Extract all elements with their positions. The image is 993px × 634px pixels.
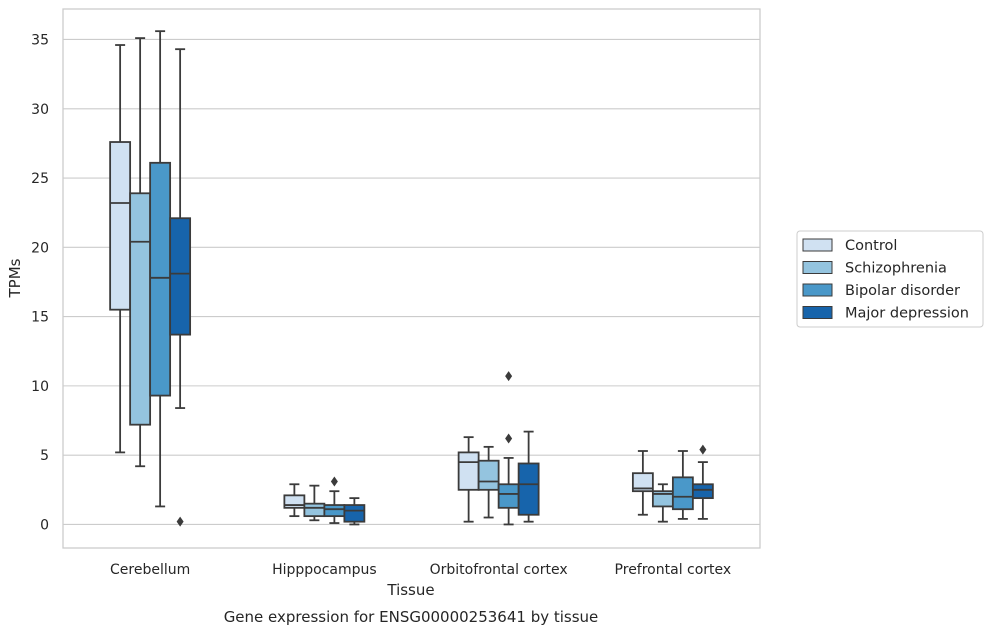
box-major-depression bbox=[517, 430, 540, 523]
legend: Control Schizophrenia Bipolar disorder Majo… bbox=[796, 230, 984, 328]
box-iqr bbox=[283, 494, 306, 509]
box-iqr bbox=[323, 504, 346, 518]
box-iqr bbox=[691, 483, 714, 500]
y-tick-label: 5 bbox=[40, 448, 49, 464]
box-bipolar-disorder bbox=[497, 371, 520, 526]
box-schizophrenia bbox=[303, 484, 326, 522]
legend-label: Major depression bbox=[845, 306, 969, 322]
box-iqr bbox=[477, 459, 500, 491]
box-iqr bbox=[457, 451, 480, 491]
y-tick-label: 30 bbox=[31, 102, 49, 118]
legend-label: Bipolar disorder bbox=[845, 283, 960, 299]
outlier-marker bbox=[505, 433, 513, 444]
x-tick-label: Hipppocampus bbox=[272, 562, 377, 578]
y-tick-label: 35 bbox=[31, 32, 49, 48]
box-iqr bbox=[149, 161, 172, 397]
outlier-marker bbox=[505, 371, 513, 382]
chart-caption: Gene expression for ENSG00000253641 by t… bbox=[224, 608, 599, 626]
box-iqr bbox=[129, 192, 152, 426]
y-tick-label: 10 bbox=[31, 379, 49, 395]
y-tick-label: 15 bbox=[31, 310, 49, 326]
box-iqr bbox=[303, 502, 326, 518]
outlier-marker bbox=[330, 476, 338, 487]
y-tick-label: 20 bbox=[31, 240, 49, 256]
box-control bbox=[283, 483, 306, 518]
box-schizophrenia bbox=[477, 445, 500, 519]
box-major-depression bbox=[691, 444, 714, 520]
x-axis-label: Tissue bbox=[386, 581, 434, 599]
plot-frame bbox=[62, 8, 761, 549]
outlier-marker bbox=[176, 516, 184, 527]
x-tick-labels: Cerebellum Hipppocampus Orbitofrontal cort… bbox=[110, 562, 731, 578]
x-tick-label: Orbitofrontal cortex bbox=[430, 562, 568, 578]
x-tick-label: Cerebellum bbox=[110, 562, 190, 578]
box-groups bbox=[109, 30, 714, 527]
x-tick-label: Prefrontal cortex bbox=[615, 562, 732, 578]
y-tick-labels: 0 5 10 15 20 25 30 35 bbox=[31, 32, 49, 533]
y-axis-label: TPMs bbox=[6, 258, 24, 298]
legend-swatch bbox=[802, 238, 833, 252]
box-iqr bbox=[343, 504, 366, 523]
box-major-depression bbox=[343, 497, 366, 526]
legend-label: Control bbox=[845, 238, 897, 254]
legend-swatch bbox=[802, 261, 833, 274]
legend-swatch bbox=[802, 306, 833, 319]
box-major-depression bbox=[169, 48, 192, 527]
box-iqr bbox=[671, 476, 694, 511]
y-tick-label: 25 bbox=[31, 171, 49, 187]
legend-label: Schizophrenia bbox=[845, 261, 947, 277]
box-control bbox=[631, 450, 654, 516]
legend-swatch bbox=[802, 283, 833, 297]
outlier-marker bbox=[699, 444, 707, 455]
box-iqr bbox=[631, 472, 654, 493]
box-iqr bbox=[169, 217, 192, 336]
box-iqr bbox=[109, 141, 132, 311]
y-tick-label: 0 bbox=[40, 517, 49, 533]
box-control bbox=[109, 44, 132, 454]
box-iqr bbox=[517, 462, 540, 516]
box-iqr bbox=[497, 483, 520, 509]
legend-frame bbox=[796, 230, 984, 328]
